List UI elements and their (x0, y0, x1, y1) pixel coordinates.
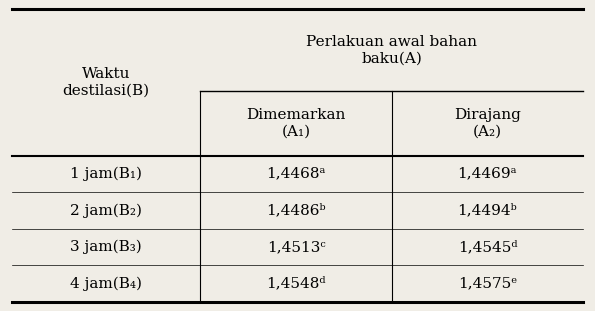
Text: Dirajang
(A₂): Dirajang (A₂) (454, 108, 521, 138)
Text: 1,4494ᵇ: 1,4494ᵇ (458, 203, 517, 217)
Text: 1,4486ᵇ: 1,4486ᵇ (266, 203, 326, 217)
Text: 1 jam(B₁): 1 jam(B₁) (70, 167, 142, 181)
Text: 1,4548ᵈ: 1,4548ᵈ (267, 276, 326, 290)
Text: Dimemarkan
(A₁): Dimemarkan (A₁) (246, 108, 346, 138)
Text: Waktu
destilasi(B): Waktu destilasi(B) (62, 67, 150, 98)
Text: Perlakuan awal bahan
baku(A): Perlakuan awal bahan baku(A) (306, 35, 477, 65)
Text: 1,4545ᵈ: 1,4545ᵈ (458, 240, 517, 254)
Text: 1,4513ᶜ: 1,4513ᶜ (267, 240, 325, 254)
Text: 1,4469ᵃ: 1,4469ᵃ (458, 167, 517, 181)
Text: 4 jam(B₄): 4 jam(B₄) (70, 276, 142, 290)
Text: 2 jam(B₂): 2 jam(B₂) (70, 203, 142, 217)
Text: 1,4575ᵉ: 1,4575ᵉ (458, 276, 517, 290)
Text: 3 jam(B₃): 3 jam(B₃) (70, 240, 142, 254)
Text: 1,4468ᵃ: 1,4468ᵃ (267, 167, 326, 181)
